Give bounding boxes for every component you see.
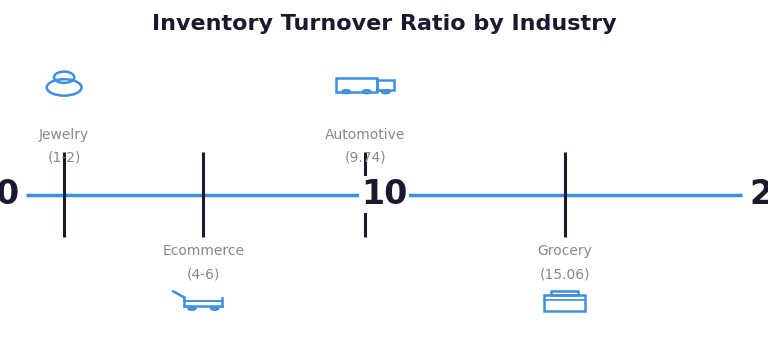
Text: 20: 20 [749, 178, 768, 211]
Text: (9.74): (9.74) [344, 151, 386, 165]
Text: Jewelry: Jewelry [39, 127, 89, 142]
Text: Inventory Turnover Ratio by Industry: Inventory Turnover Ratio by Industry [152, 14, 616, 34]
Bar [336, 78, 377, 92]
Bar [551, 291, 578, 295]
Text: (15.06): (15.06) [539, 267, 590, 281]
Text: 0: 0 [0, 178, 19, 211]
Text: (4-6): (4-6) [187, 267, 220, 281]
Bar [377, 80, 395, 90]
Bar [544, 295, 585, 312]
Text: Grocery: Grocery [537, 244, 592, 258]
Text: (1-2): (1-2) [48, 151, 81, 165]
Text: 10: 10 [361, 178, 407, 211]
Text: Ecommerce: Ecommerce [162, 244, 244, 258]
Text: Automotive: Automotive [325, 127, 406, 142]
